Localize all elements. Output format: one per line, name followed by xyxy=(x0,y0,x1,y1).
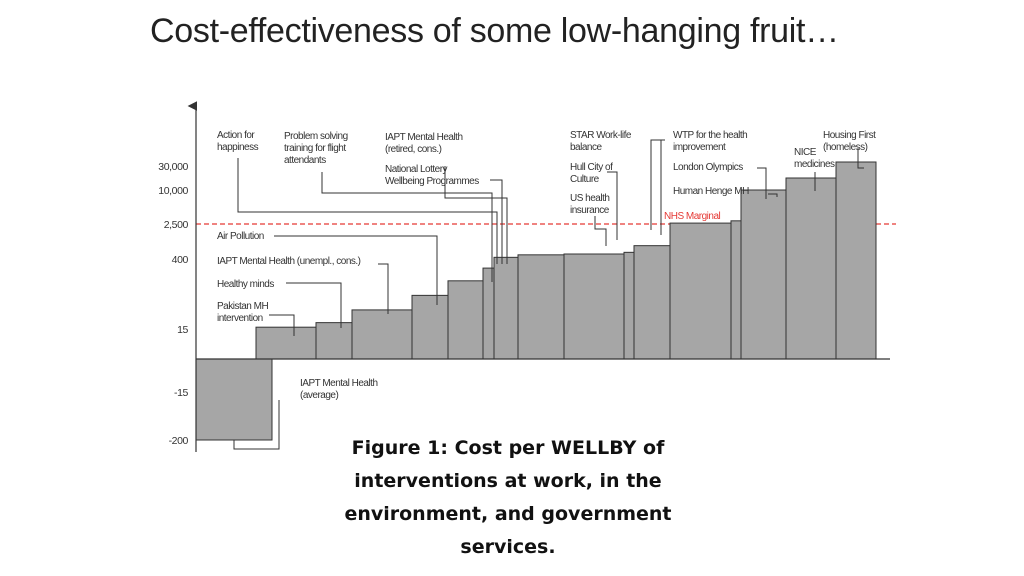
leader-london-olympics xyxy=(757,167,767,199)
label-healthy-minds: Healthy minds xyxy=(217,279,274,290)
label-iapt-mental-health-unempl-cons: IAPT Mental Health (unempl., cons.) xyxy=(217,256,361,267)
leader-us-health-insurance xyxy=(594,216,607,246)
y-tick-label: -200 xyxy=(169,435,189,447)
leader-iapt-mental-health-retired-cons xyxy=(444,166,508,264)
y-tick-label: 15 xyxy=(177,324,188,336)
leader-iapt-mental-health-average xyxy=(233,400,280,450)
threshold-label: NHS Marginal xyxy=(664,211,721,222)
leader-human-henge-mh xyxy=(768,193,778,197)
label-human-henge-mh: Human Henge MH xyxy=(673,186,749,197)
y-tick-label: 10,000 xyxy=(158,185,188,197)
label-london-olympics: London Olympics xyxy=(673,162,743,173)
label-nice-medicines: NICE medicines xyxy=(794,147,835,170)
label-us-health-insurance: US health insurance xyxy=(570,193,610,216)
y-tick-label: 30,000 xyxy=(158,161,188,173)
leader-wtp-for-the-health-improvement xyxy=(650,139,665,230)
leader-iapt-mental-health-unempl-cons xyxy=(378,263,389,314)
label-iapt-mental-health-average: IAPT Mental Health (average) xyxy=(300,378,378,401)
label-iapt-mental-health-retired-cons: IAPT Mental Health (retired, cons.) xyxy=(385,132,463,155)
leader-problem-solving-training-for-flight-attendants xyxy=(321,172,493,282)
label-national-lottery-wellbeing-programmes: National Lottery Wellbeing Programmes xyxy=(385,164,479,187)
leader-pakistan-mh-intervention xyxy=(269,314,295,336)
slide-title: Cost-effectiveness of some low-hanging f… xyxy=(150,12,839,50)
bar-action-for-happiness xyxy=(493,256,521,360)
bar-human-henge-mh xyxy=(740,189,790,360)
label-problem-solving-training-for-flight-attendants: Problem solving training for flight attend… xyxy=(284,131,348,166)
bar-housing-first-homeless xyxy=(835,161,877,360)
leader-air-pollution xyxy=(274,235,438,305)
leader-housing-first-homeless xyxy=(857,148,864,169)
label-housing-first-homeless: Housing First (homeless) xyxy=(823,130,876,153)
label-star-work-life-balance: STAR Work-life balance xyxy=(570,130,632,153)
y-tick-label: 400 xyxy=(172,254,189,266)
bar-problem-solving-training-for-flight-attendants xyxy=(517,254,566,360)
leader-action-for-happiness xyxy=(237,158,498,264)
label-action-for-happiness: Action for happiness xyxy=(217,130,259,153)
figure-caption: Figure 1: Cost per WELLBY of interventio… xyxy=(344,437,672,558)
leader-hull-city-of-culture xyxy=(607,171,618,240)
leader-healthy-minds xyxy=(286,282,342,328)
leader-star-work-life-balance xyxy=(651,139,662,235)
bar-iapt-mental-health-average xyxy=(195,358,273,441)
label-wtp-for-the-health-improvement: WTP for the health improvement xyxy=(673,130,747,153)
label-pakistan-mh-intervention: Pakistan MH intervention xyxy=(217,301,268,324)
label-hull-city-of-culture: Hull City of Culture xyxy=(570,162,613,185)
leader-national-lottery-wellbeing-programmes xyxy=(490,179,503,264)
label-air-pollution: Air Pollution xyxy=(217,231,264,242)
y-tick-label: 2,500 xyxy=(164,219,189,231)
y-tick-label: -15 xyxy=(174,387,189,399)
